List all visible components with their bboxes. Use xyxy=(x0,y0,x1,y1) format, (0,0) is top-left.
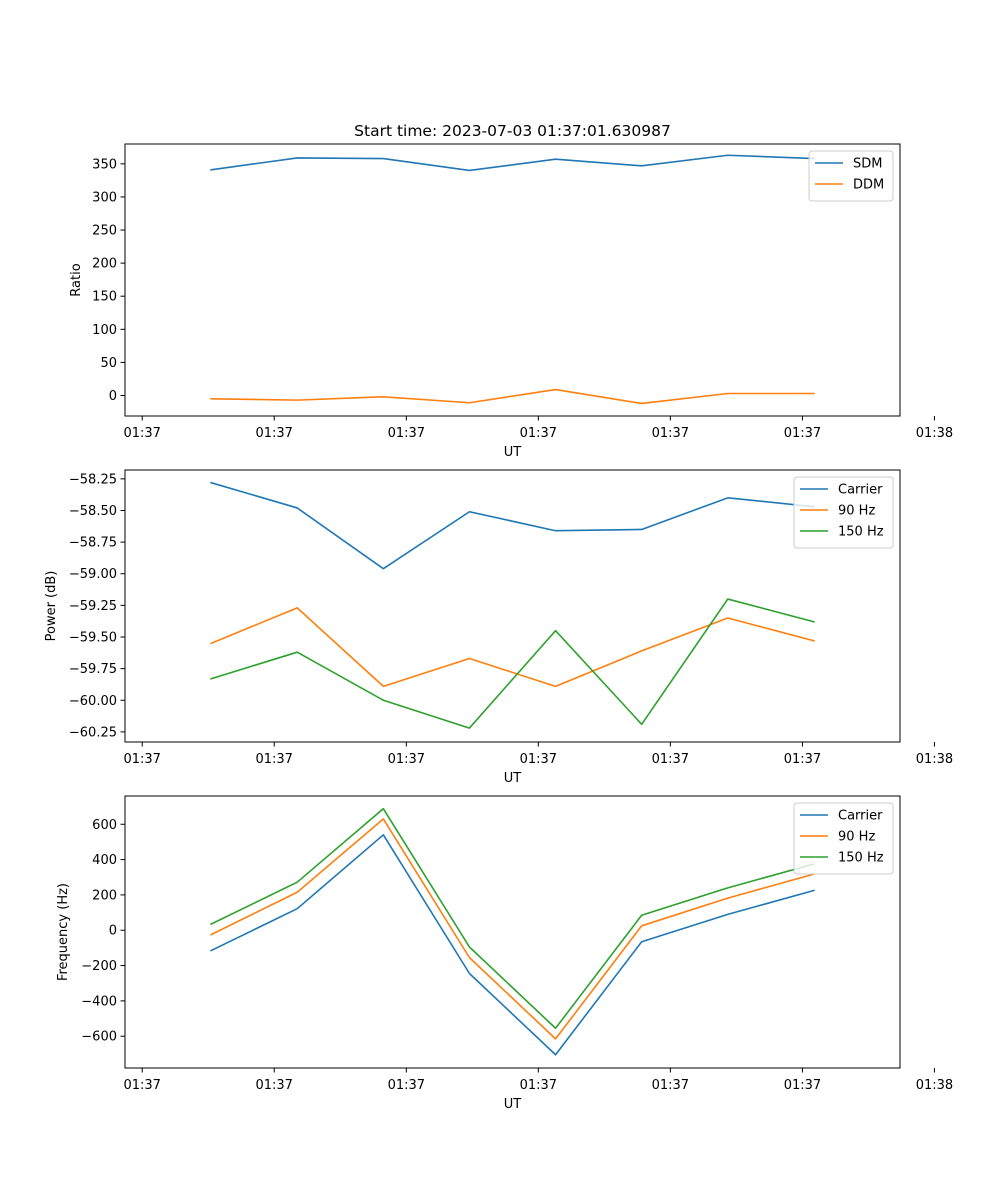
y-tick-label: 250 xyxy=(92,224,117,239)
x-tick-label: 01:37 xyxy=(652,426,689,441)
y-tick-label: −58.25 xyxy=(69,472,117,487)
figure-title: Start time: 2023-07-03 01:37:01.630987 xyxy=(354,122,671,140)
x-tick-label: 01:38 xyxy=(916,1078,953,1093)
x-tick-label: 01:37 xyxy=(652,752,689,767)
x-tick-label: 01:37 xyxy=(520,1078,557,1093)
x-tick-label: 01:37 xyxy=(123,426,160,441)
plot-frame xyxy=(124,143,901,417)
y-tick-label: −58.50 xyxy=(69,504,117,519)
y-tick-label: 300 xyxy=(92,190,117,205)
x-tick-label: 01:37 xyxy=(784,752,821,767)
x-tick-label: 01:37 xyxy=(652,1078,689,1093)
legend-label: 150 Hz xyxy=(838,525,884,540)
y-tick-label: −58.75 xyxy=(69,536,117,551)
y-tick-label: −200 xyxy=(81,959,117,974)
legend: Carrier 90 Hz 150 Hz xyxy=(793,476,894,549)
x-tick-label: 01:38 xyxy=(916,752,953,767)
y-tick-label: −59.75 xyxy=(69,662,117,677)
x-tick-label: 01:37 xyxy=(255,1078,292,1093)
legend-label: SDM xyxy=(853,157,882,172)
series-line-ddm xyxy=(210,388,815,405)
x-axis-label: UT xyxy=(504,1097,522,1112)
legend-label: Carrier xyxy=(838,809,883,824)
legend-label: 150 Hz xyxy=(838,851,884,866)
x-tick-label: 01:37 xyxy=(123,752,160,767)
y-tick-label: −59.25 xyxy=(69,599,117,614)
y-tick-label: −59.50 xyxy=(69,630,117,645)
series-line-carrier xyxy=(210,481,815,570)
subplot-2: 01:37 01:37 01:37 01:37 01:37 01:37 01:38 −58.2… xyxy=(44,469,953,786)
x-tick-label: 01:37 xyxy=(388,426,425,441)
legend-label: DDM xyxy=(853,178,884,193)
series-line-sdm xyxy=(210,154,815,172)
x-tick-label: 01:37 xyxy=(784,1078,821,1093)
y-tick-label: −59.00 xyxy=(69,567,117,582)
x-tick-label: 01:37 xyxy=(520,426,557,441)
plot-frame xyxy=(124,795,901,1069)
y-axis-label: Ratio xyxy=(69,263,84,296)
legend-label: 90 Hz xyxy=(838,504,875,519)
x-tick-label: 01:37 xyxy=(255,426,292,441)
y-tick-label: 350 xyxy=(92,157,117,172)
x-tick-label: 01:37 xyxy=(123,1078,160,1093)
y-tick-label: 600 xyxy=(92,818,117,833)
x-tick-label: 01:37 xyxy=(784,426,821,441)
y-tick-label: 0 xyxy=(109,389,117,404)
legend: Carrier 90 Hz 150 Hz xyxy=(793,802,894,875)
legend-label: Carrier xyxy=(838,483,883,498)
plot-frame xyxy=(124,469,901,743)
x-tick-label: 01:37 xyxy=(388,752,425,767)
x-axis-label: UT xyxy=(504,445,522,460)
series-line-150-hz xyxy=(210,807,815,1030)
subplot-3: 01:37 01:37 01:37 01:37 01:37 01:37 01:38 −600 −… xyxy=(56,795,953,1112)
y-tick-label: −60.25 xyxy=(69,725,117,740)
x-tick-label: 01:37 xyxy=(388,1078,425,1093)
y-tick-label: 150 xyxy=(92,290,117,305)
series-line-90-hz xyxy=(210,607,815,688)
y-axis-label: Frequency (Hz) xyxy=(56,883,71,981)
series-line-90-hz xyxy=(210,818,815,1040)
y-axis-label: Power (dB) xyxy=(44,571,59,642)
y-tick-label: 200 xyxy=(92,888,117,903)
legend: SDM DDM xyxy=(808,150,894,202)
y-tick-label: −600 xyxy=(81,1030,117,1045)
series-line-carrier xyxy=(210,834,815,1056)
y-tick-label: 400 xyxy=(92,853,117,868)
y-tick-label: 200 xyxy=(92,257,117,272)
plots: 01:37 01:37 01:37 01:37 01:37 01:37 01:38 0 50 10… xyxy=(44,143,953,1112)
x-tick-label: 01:37 xyxy=(520,752,557,767)
y-tick-label: −400 xyxy=(81,994,117,1009)
series-line-150-hz xyxy=(210,598,815,729)
x-tick-label: 01:38 xyxy=(916,426,953,441)
y-tick-label: 100 xyxy=(92,323,117,338)
y-tick-label: 0 xyxy=(109,924,117,939)
y-tick-label: −60.00 xyxy=(69,694,117,709)
legend-label: 90 Hz xyxy=(838,830,875,845)
x-tick-label: 01:37 xyxy=(255,752,292,767)
subplot-1: 01:37 01:37 01:37 01:37 01:37 01:37 01:38 0 50 10… xyxy=(69,143,953,460)
x-axis-label: UT xyxy=(504,771,522,786)
y-tick-label: 50 xyxy=(100,356,117,371)
